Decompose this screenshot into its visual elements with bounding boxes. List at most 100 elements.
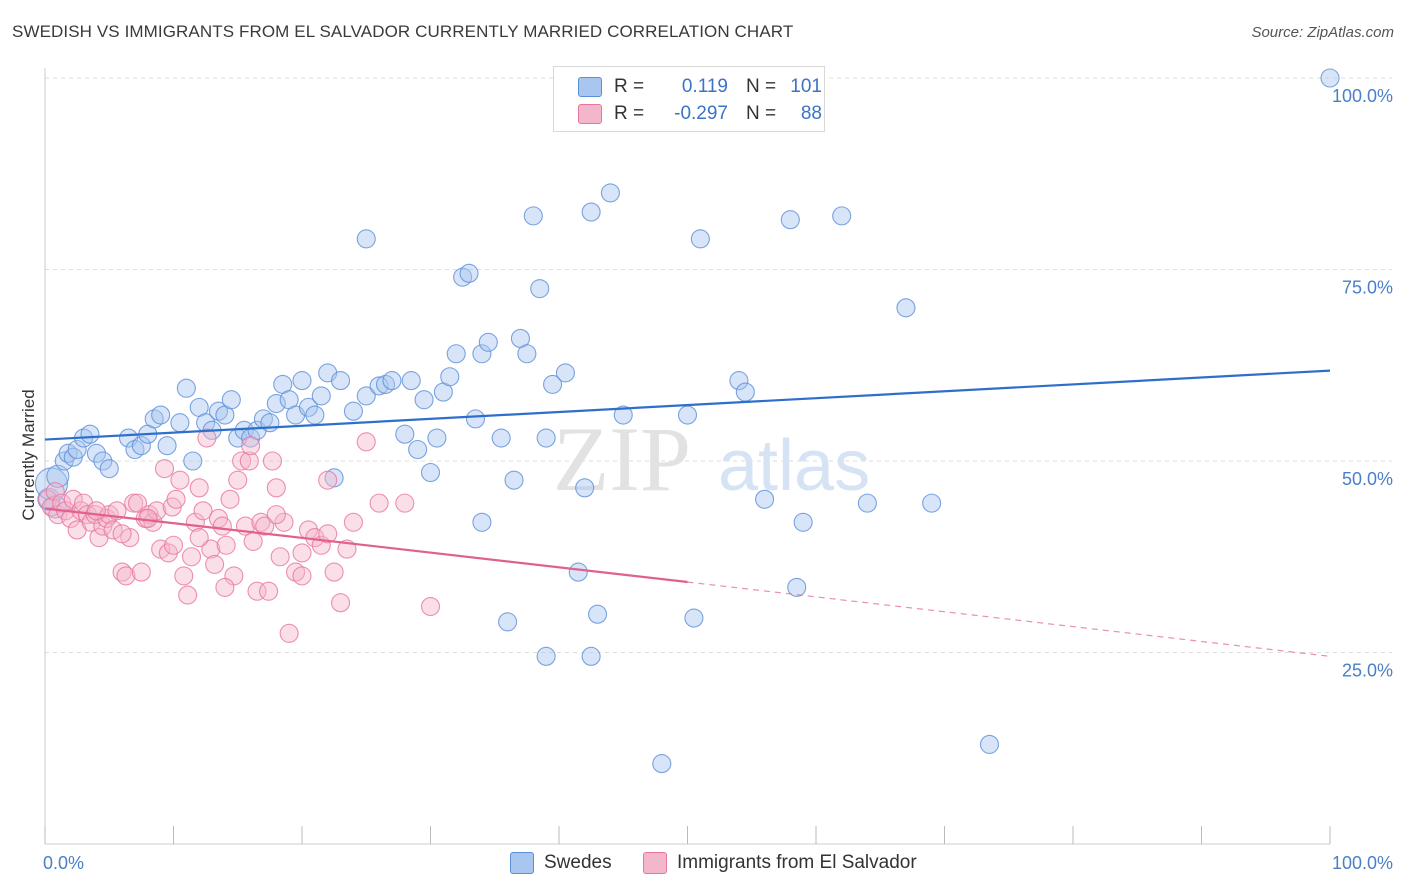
- swedes-point: [298, 397, 318, 417]
- el-salvador-point: [243, 531, 263, 551]
- swedes-point: [780, 210, 800, 230]
- swedes-point: [472, 512, 492, 532]
- swedes-point: [600, 183, 620, 203]
- el-salvador-point: [395, 493, 415, 513]
- swedes-point: [677, 405, 698, 425]
- swedes-point: [896, 298, 916, 318]
- swedes-point: [221, 390, 241, 410]
- swedes-point: [498, 612, 518, 632]
- legend-swatch-swedes: [578, 77, 602, 97]
- swedes-point: [356, 229, 376, 249]
- swedes-point: [581, 202, 601, 222]
- swedes-point: [857, 493, 877, 513]
- tick-labels: 25.0% 50.0% 75.0% 100.0% 0.0% 100.0%: [43, 86, 1393, 873]
- swedes-point: [157, 436, 177, 456]
- el-salvador-point: [41, 497, 61, 517]
- el-salvador-point: [220, 489, 240, 509]
- el-salvador-point: [131, 562, 151, 582]
- swedes-point: [440, 367, 460, 387]
- el-salvador-point: [420, 596, 441, 617]
- el-salvador-point: [251, 512, 271, 532]
- swedes-trend-line: [44, 369, 1331, 441]
- el-salvador-point: [292, 543, 312, 563]
- el-salvador-point: [318, 470, 338, 490]
- el-salvador-point: [201, 539, 221, 559]
- swedes-point: [472, 344, 492, 364]
- el-salvador-point: [112, 524, 132, 544]
- el-salvador-point: [274, 512, 294, 532]
- el-salvador-point: [193, 501, 213, 521]
- el-salvador-point: [356, 432, 376, 452]
- el-salvador-point: [262, 451, 282, 471]
- source-label: Source: ZipAtlas.com: [1251, 24, 1394, 41]
- el-salvador-point: [292, 566, 312, 586]
- swedes-point: [414, 390, 434, 410]
- el-salvador-point: [212, 516, 232, 536]
- el-salvador-point: [174, 566, 194, 586]
- swedes-point: [395, 424, 415, 444]
- el-salvador-point: [189, 478, 209, 498]
- y-tick-label: 50.0%: [1342, 469, 1393, 489]
- swedes-point: [292, 371, 312, 391]
- swedes-point: [517, 344, 537, 364]
- el-salvador-point: [247, 581, 267, 601]
- bottom-legend-el-salvador: Immigrants from El Salvador: [643, 852, 917, 874]
- x-tick-label: 100.0%: [1332, 853, 1393, 873]
- legend-r-label: R =: [614, 76, 645, 97]
- el-salvador-point: [266, 478, 286, 498]
- legend-n-value: 88: [800, 103, 822, 124]
- swedes-point: [530, 279, 550, 299]
- el-salvador-point: [178, 585, 198, 605]
- swedes-point: [793, 512, 813, 532]
- y-tick-label: 100.0%: [1332, 86, 1393, 106]
- swedes-point: [478, 332, 498, 352]
- swedes-point: [99, 459, 119, 479]
- el-salvador-point: [270, 547, 290, 567]
- swedes-point: [260, 413, 280, 433]
- el-salvador-point: [189, 528, 209, 548]
- swedes-point: [555, 363, 575, 383]
- legend-row-swedes: R = 0.119 N = 101: [578, 74, 822, 100]
- el-salvador-point: [232, 451, 252, 471]
- bottom-legend-label: Immigrants from El Salvador: [677, 852, 917, 873]
- el-salvador-point: [154, 459, 175, 479]
- el-salvador-point: [112, 562, 132, 582]
- swedes-point: [176, 378, 196, 398]
- swedes-point: [170, 413, 190, 433]
- el-salvador-point: [63, 489, 83, 509]
- swedes-point: [684, 608, 704, 628]
- legend: R = 0.119 N = 101 R = -0.297 N = 88: [553, 66, 825, 132]
- swedes-point: [735, 382, 755, 402]
- legend-n-value: 101: [790, 76, 822, 97]
- swedes-point: [613, 405, 633, 425]
- legend-r-label: R =: [614, 103, 645, 124]
- bottom-legend-label: Swedes: [544, 852, 612, 873]
- el-salvador-point: [127, 493, 148, 513]
- el-salvador-point: [279, 623, 299, 643]
- swedes-point: [183, 451, 203, 471]
- swedes-point: [787, 577, 807, 597]
- el-salvador-point: [266, 505, 286, 525]
- swedes-point: [832, 206, 852, 226]
- swedes-point: [305, 405, 325, 425]
- swedes-point: [543, 374, 563, 394]
- el-salvador-point: [163, 535, 184, 555]
- swedes-point: [979, 734, 1000, 754]
- grid-lines: [45, 77, 1392, 653]
- swedes-points: [34, 68, 1340, 774]
- legend-row-el-salvador: R = -0.297 N = 88: [578, 101, 822, 127]
- swedes-point: [568, 562, 588, 582]
- y-tick-label: 25.0%: [1342, 661, 1393, 681]
- swedes-point: [46, 464, 70, 488]
- bottom-swatch-el-salvador: [643, 852, 667, 874]
- swedes-point: [427, 428, 447, 448]
- el-salvador-point: [181, 547, 202, 567]
- legend-r-value: -0.297: [674, 103, 728, 124]
- el-salvador-point: [197, 428, 217, 448]
- swedes-point: [922, 493, 942, 513]
- swedes-point: [369, 376, 389, 396]
- el-salvador-point: [239, 451, 259, 471]
- swedes-point: [382, 371, 402, 391]
- el-salvador-point: [216, 535, 236, 555]
- el-salvador-point: [241, 436, 261, 456]
